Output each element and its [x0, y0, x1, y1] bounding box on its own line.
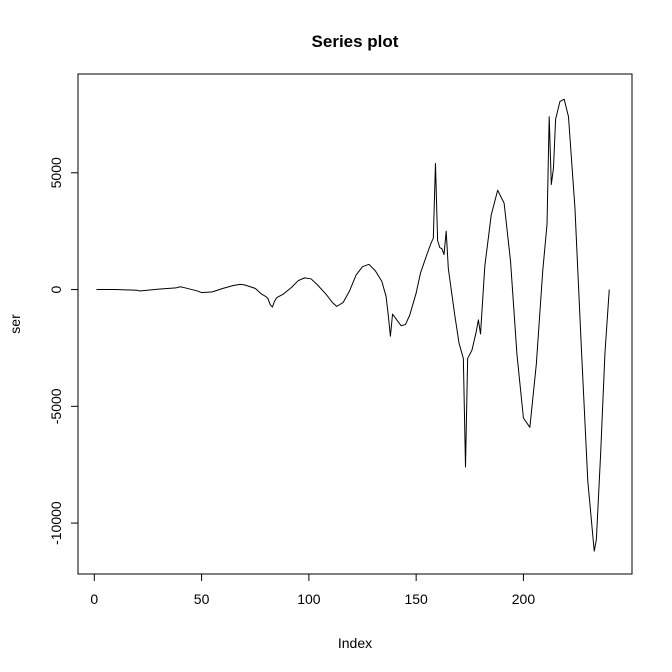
series-line-0	[96, 98, 610, 552]
y-tick-label: -5000	[48, 388, 64, 424]
x-tick-label: 50	[194, 591, 210, 607]
y-axis: -10000 -5000 0 5000	[48, 157, 79, 545]
x-axis: 0 50 100 150 200	[90, 573, 536, 607]
y-axis-label: ser	[7, 314, 23, 334]
y-tick-label: 5000	[48, 157, 64, 188]
y-tick-label: -10000	[48, 501, 64, 545]
chart-title: Series plot	[312, 32, 399, 51]
x-tick-label: 100	[297, 591, 321, 607]
x-tick-label: 150	[404, 591, 428, 607]
x-axis-label: Index	[338, 635, 372, 651]
x-tick-label: 0	[90, 591, 98, 607]
y-tick-label: 0	[48, 285, 64, 293]
x-tick-label: 200	[512, 591, 536, 607]
series-layer	[96, 98, 610, 552]
